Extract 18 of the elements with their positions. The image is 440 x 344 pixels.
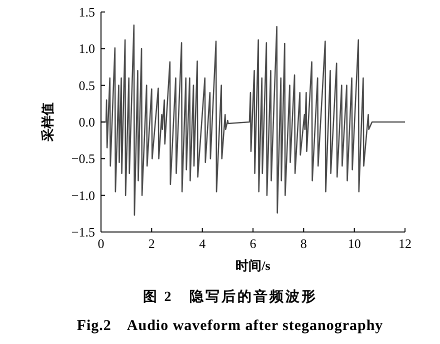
caption: Fig.2 Audio waveform after steganography (76, 318, 384, 334)
x-tick-label: 2 (148, 236, 155, 251)
y-tick-label: 1.0 (78, 41, 95, 56)
y-tick-label: −0.5 (71, 151, 95, 166)
x-tick-label: 8 (300, 236, 307, 251)
y-tick-label: −1.5 (71, 224, 95, 240)
x-axis-title: 时间/s (236, 258, 270, 273)
y-tick-label: 1.5 (78, 4, 95, 20)
y-tick-label: −1.0 (71, 188, 95, 203)
x-tick-label: 6 (250, 236, 257, 251)
y-axis-title: 采样值 (40, 102, 55, 142)
y-tick-label: 0.5 (78, 78, 95, 93)
x-tick-label: 10 (348, 236, 361, 251)
caption: 图 2 隐写后的音频波形 (142, 288, 318, 305)
x-tick-label: 4 (199, 236, 206, 251)
x-tick-label: 12 (398, 236, 412, 251)
x-tick-label: 0 (98, 236, 104, 251)
y-tick-label: 0.0 (78, 114, 95, 130)
